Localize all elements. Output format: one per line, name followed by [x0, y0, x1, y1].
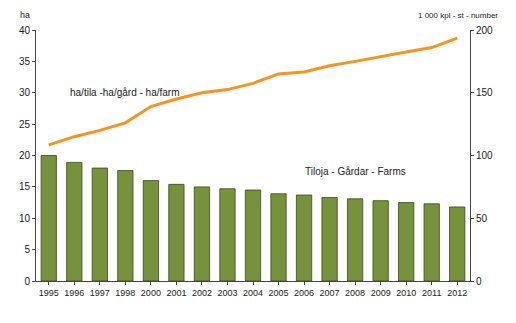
svg-text:1995: 1995	[39, 288, 59, 298]
svg-text:150: 150	[476, 87, 493, 98]
svg-text:25: 25	[19, 119, 31, 130]
svg-text:10: 10	[19, 213, 31, 224]
svg-text:2003: 2003	[217, 288, 237, 298]
svg-text:0: 0	[476, 276, 482, 287]
svg-text:2009: 2009	[371, 288, 391, 298]
svg-text:100: 100	[476, 150, 493, 161]
svg-text:2000: 2000	[141, 288, 161, 298]
svg-text:2004: 2004	[243, 288, 263, 298]
svg-text:2012: 2012	[447, 288, 467, 298]
svg-text:ha/tila -ha/gård - ha/farm: ha/tila -ha/gård - ha/farm	[70, 87, 180, 98]
svg-text:40: 40	[19, 25, 31, 36]
svg-text:1998: 1998	[115, 288, 135, 298]
svg-text:2011: 2011	[422, 288, 441, 298]
svg-text:2007: 2007	[320, 288, 340, 298]
svg-text:2006: 2006	[294, 288, 314, 298]
svg-text:1 000 kpl - st - number: 1 000 kpl - st - number	[418, 11, 498, 20]
svg-text:30: 30	[19, 87, 31, 98]
svg-text:1996: 1996	[64, 288, 84, 298]
svg-text:0: 0	[24, 276, 30, 287]
svg-text:ha: ha	[20, 10, 30, 20]
svg-text:20: 20	[19, 150, 31, 161]
svg-text:Tiloja - Gårdar - Farms: Tiloja - Gårdar - Farms	[305, 166, 406, 177]
svg-text:5: 5	[24, 244, 30, 255]
svg-text:2010: 2010	[396, 288, 416, 298]
svg-text:35: 35	[19, 56, 31, 67]
svg-text:1997: 1997	[90, 288, 110, 298]
svg-text:2005: 2005	[269, 288, 289, 298]
svg-text:15: 15	[19, 181, 31, 192]
svg-text:2002: 2002	[192, 288, 212, 298]
svg-text:2008: 2008	[345, 288, 365, 298]
svg-text:50: 50	[476, 213, 488, 224]
svg-text:2001: 2001	[166, 288, 186, 298]
svg-text:200: 200	[476, 25, 493, 36]
